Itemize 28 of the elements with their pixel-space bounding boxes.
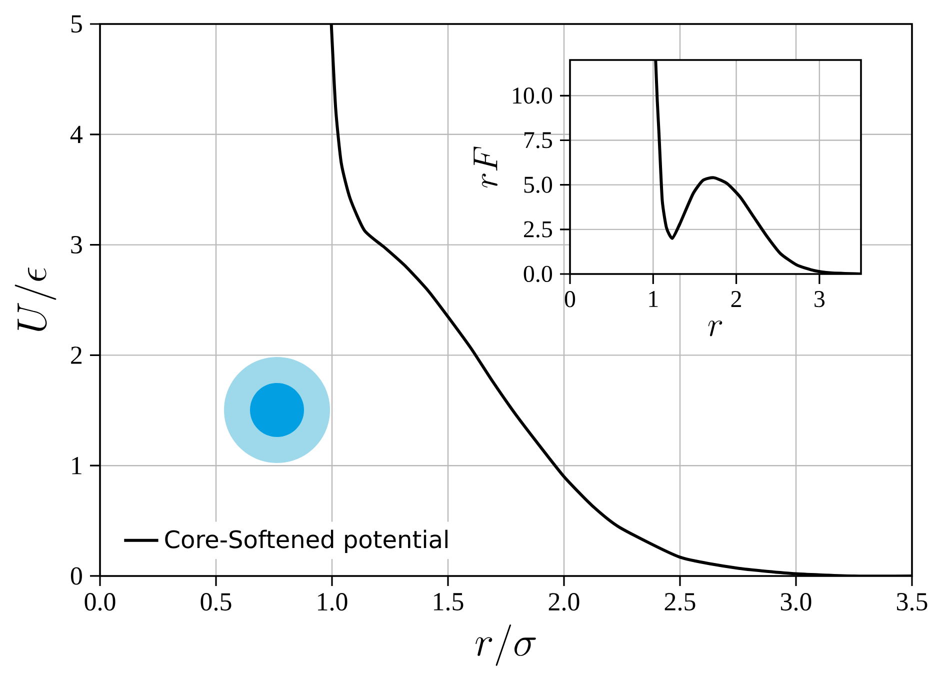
y-tick-label: 4 <box>70 126 83 143</box>
x-tick-label: 1.0 <box>318 593 348 611</box>
x-tick-label: 1.5 <box>434 593 464 611</box>
x-tick-label: 3 <box>814 291 824 308</box>
y-tick-label: 7.5 <box>524 132 552 148</box>
x-tick-label: 0.5 <box>200 593 232 611</box>
x-axis-title: $r$ <box>708 320 722 336</box>
y-axis-title: $rF$ <box>474 146 498 188</box>
x-tick-label: 2.5 <box>664 593 696 611</box>
y-tick-label: 5 <box>71 15 82 33</box>
x-tick-label: 2.0 <box>548 593 580 611</box>
legend-label: Core-Softened potential <box>165 530 448 554</box>
y-tick-label: 0.0 <box>524 266 552 282</box>
y-tick-label: 2.5 <box>524 221 552 238</box>
y-tick-label: 5.0 <box>524 176 552 193</box>
x-tick-label: 1 <box>649 291 658 307</box>
x-tick-label: 0 <box>564 291 576 308</box>
x-tick-label: 3.5 <box>896 593 928 611</box>
x-axis-title: $r/\sigma$ <box>476 624 536 666</box>
y-tick-label: 10.0 <box>513 88 552 104</box>
x-tick-label: 0.0 <box>84 593 116 611</box>
y-tick-label: 1 <box>72 457 82 474</box>
y-tick-label: 3 <box>71 236 82 254</box>
y-tick-label: 2 <box>71 346 82 364</box>
x-tick-label: 2 <box>731 291 741 307</box>
y-axis-title: $U/\epsilon$ <box>14 268 56 331</box>
y-tick-label: 0 <box>70 567 82 585</box>
x-tick-label: 3.0 <box>780 593 812 611</box>
